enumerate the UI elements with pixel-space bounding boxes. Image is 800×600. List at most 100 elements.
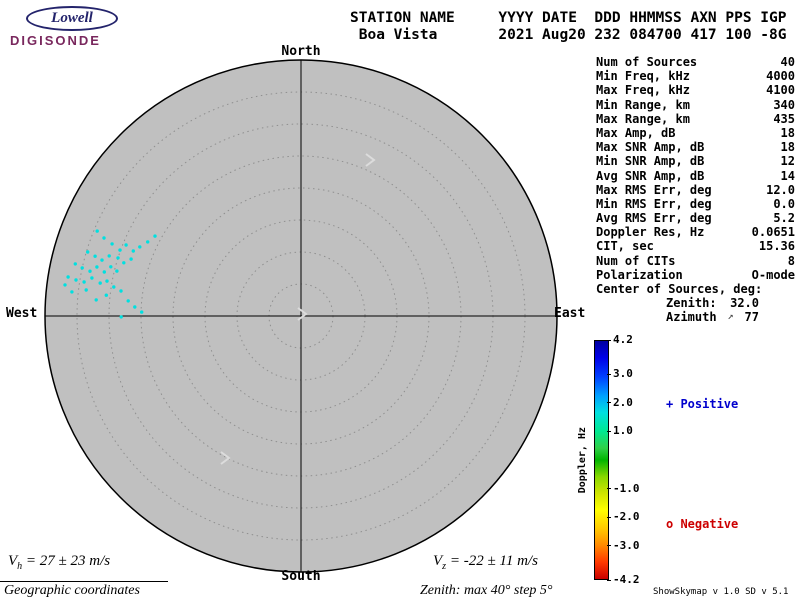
param-row: Min Range, km 340 [596, 98, 795, 112]
param-row: Max SNR Amp, dB 18 [596, 140, 795, 154]
vz-symbol: V [433, 553, 443, 569]
colorbar-ticks: 4.2 3.0 2.0 1.0 -1.0 -2.0 -3.0 -4.2 [607, 334, 655, 586]
param-value: 0.0651 [751, 225, 795, 240]
param-label: Azimuth [666, 310, 717, 325]
colorbar-tick-label: -4.2 [607, 573, 640, 586]
param-value: 12.0 [766, 182, 795, 197]
param-label: Max Amp, dB [596, 125, 676, 140]
param-row: Min Freq, kHz 4000 [596, 69, 795, 83]
source-point [131, 249, 135, 253]
param-label: Num of Sources [596, 55, 698, 69]
param-value: 340 [773, 97, 795, 112]
source-point [90, 276, 94, 280]
param-label: Avg RMS Err, deg [596, 211, 712, 226]
param-value: 5.2 [773, 211, 795, 226]
source-point [110, 242, 114, 246]
source-point [107, 254, 111, 258]
source-point [73, 262, 78, 266]
source-point [104, 293, 109, 297]
vh-symbol: V [8, 553, 18, 569]
param-row: CIT, sec 15.36 [596, 239, 795, 253]
source-point [105, 279, 109, 283]
vz-subscript: z [442, 561, 447, 572]
param-label: CIT, sec [596, 239, 654, 254]
header-column-labels: STATION NAME YYYY DATE DDD HHMMSS AXN PP… [350, 10, 787, 26]
source-point [93, 254, 97, 258]
negative-doppler-legend: o Negative [666, 517, 739, 531]
param-label: Max Range, km [596, 111, 690, 126]
source-point [129, 257, 133, 261]
source-point [74, 278, 78, 282]
param-label: Avg SNR Amp, dB [596, 168, 705, 183]
param-row: Zenith: 32.0 [596, 296, 795, 310]
source-point [88, 269, 92, 273]
param-value: 40 [780, 55, 795, 69]
parameter-list: Num of Sources 40 Min Freq, kHz 4000 Max Fre… [596, 55, 795, 325]
param-value: 18 [780, 125, 795, 140]
chevron-mark [365, 153, 376, 167]
param-value: 18 [780, 140, 795, 155]
source-point [102, 270, 107, 274]
colorbar-gradient [594, 340, 609, 580]
param-value: 14 [780, 168, 795, 183]
vh-subscript: h [17, 561, 23, 572]
colorbar-tick-label: 3.0 [607, 367, 633, 381]
param-row: Doppler Res, Hz 0.0651 [596, 225, 795, 239]
colorbar-tick-label: 1.0 [607, 424, 633, 438]
source-point [95, 229, 99, 233]
logo-oval: Lowell [26, 6, 118, 31]
source-point [138, 245, 142, 249]
param-label: Doppler Res, Hz [596, 225, 705, 240]
source-point [86, 250, 90, 254]
param-label: Num of CITs [596, 253, 676, 268]
software-version: ShowSkymap v 1.0 SD v 5.1 [653, 587, 789, 597]
vh-value: = 27 ± 23 m/s [22, 553, 111, 569]
horizontal-velocity-readout: Vh = 27 ± 23 m/s [8, 553, 110, 572]
colorbar-tick-label: 4.2 [607, 333, 633, 346]
param-value: 435 [773, 111, 795, 126]
source-point [118, 248, 122, 252]
scatter-points [63, 229, 157, 319]
colorbar-tick-label: 2.0 [607, 395, 633, 409]
source-point [112, 285, 116, 289]
param-value: 77 [744, 310, 759, 325]
param-row: Max Amp, dB 18 [596, 126, 795, 140]
source-point [84, 288, 88, 292]
param-row: Avg RMS Err, deg 5.2 [596, 211, 795, 225]
coordinate-system-note: Geographic coordinates [4, 583, 140, 598]
param-row: Min RMS Err, deg 0.0 [596, 197, 795, 211]
param-value: 15.36 [758, 239, 795, 254]
param-row: Max Range, km 435 [596, 112, 795, 126]
param-label: Center of Sources, deg: [596, 282, 763, 296]
source-point [70, 290, 74, 294]
param-value: 0.0 [773, 196, 795, 211]
param-label: Max Freq, kHz [596, 83, 690, 98]
param-label: Max SNR Amp, dB [596, 140, 705, 155]
compass-west-label: West [6, 306, 38, 321]
param-label: Min RMS Err, deg [596, 196, 712, 211]
param-row: Max Freq, kHz 4100 [596, 83, 795, 97]
header-station-values: Boa Vista 2021 Aug20 232 084700 417 100 … [350, 27, 787, 43]
param-row: Avg SNR Amp, dB 14 [596, 169, 795, 183]
param-row: Azimuth ↗ 77 [596, 310, 795, 324]
param-row: Center of Sources, deg: [596, 282, 795, 296]
param-row: Num of CITs 8 [596, 254, 795, 268]
param-label: Min Freq, kHz [596, 69, 690, 84]
source-point [80, 266, 84, 270]
source-point [122, 261, 126, 265]
colorbar-axis-label: Doppler, Hz [577, 340, 588, 580]
vertical-velocity-readout: Vz = -22 ± 11 m/s [433, 553, 538, 572]
source-point [82, 280, 86, 284]
colorbar-tick-label: -1.0 [607, 481, 640, 495]
source-point [119, 289, 123, 293]
source-point [146, 240, 150, 244]
param-value: 4000 [766, 69, 795, 84]
chevron-mark [220, 451, 231, 465]
logo-product-name: DIGISONDE [10, 33, 101, 48]
zenith-scale-note: Zenith: max 40° step 5° [420, 583, 553, 598]
param-value: 12 [780, 154, 795, 169]
param-value: 8 [787, 253, 795, 268]
chevron-mark [297, 307, 308, 321]
source-point [140, 310, 144, 314]
